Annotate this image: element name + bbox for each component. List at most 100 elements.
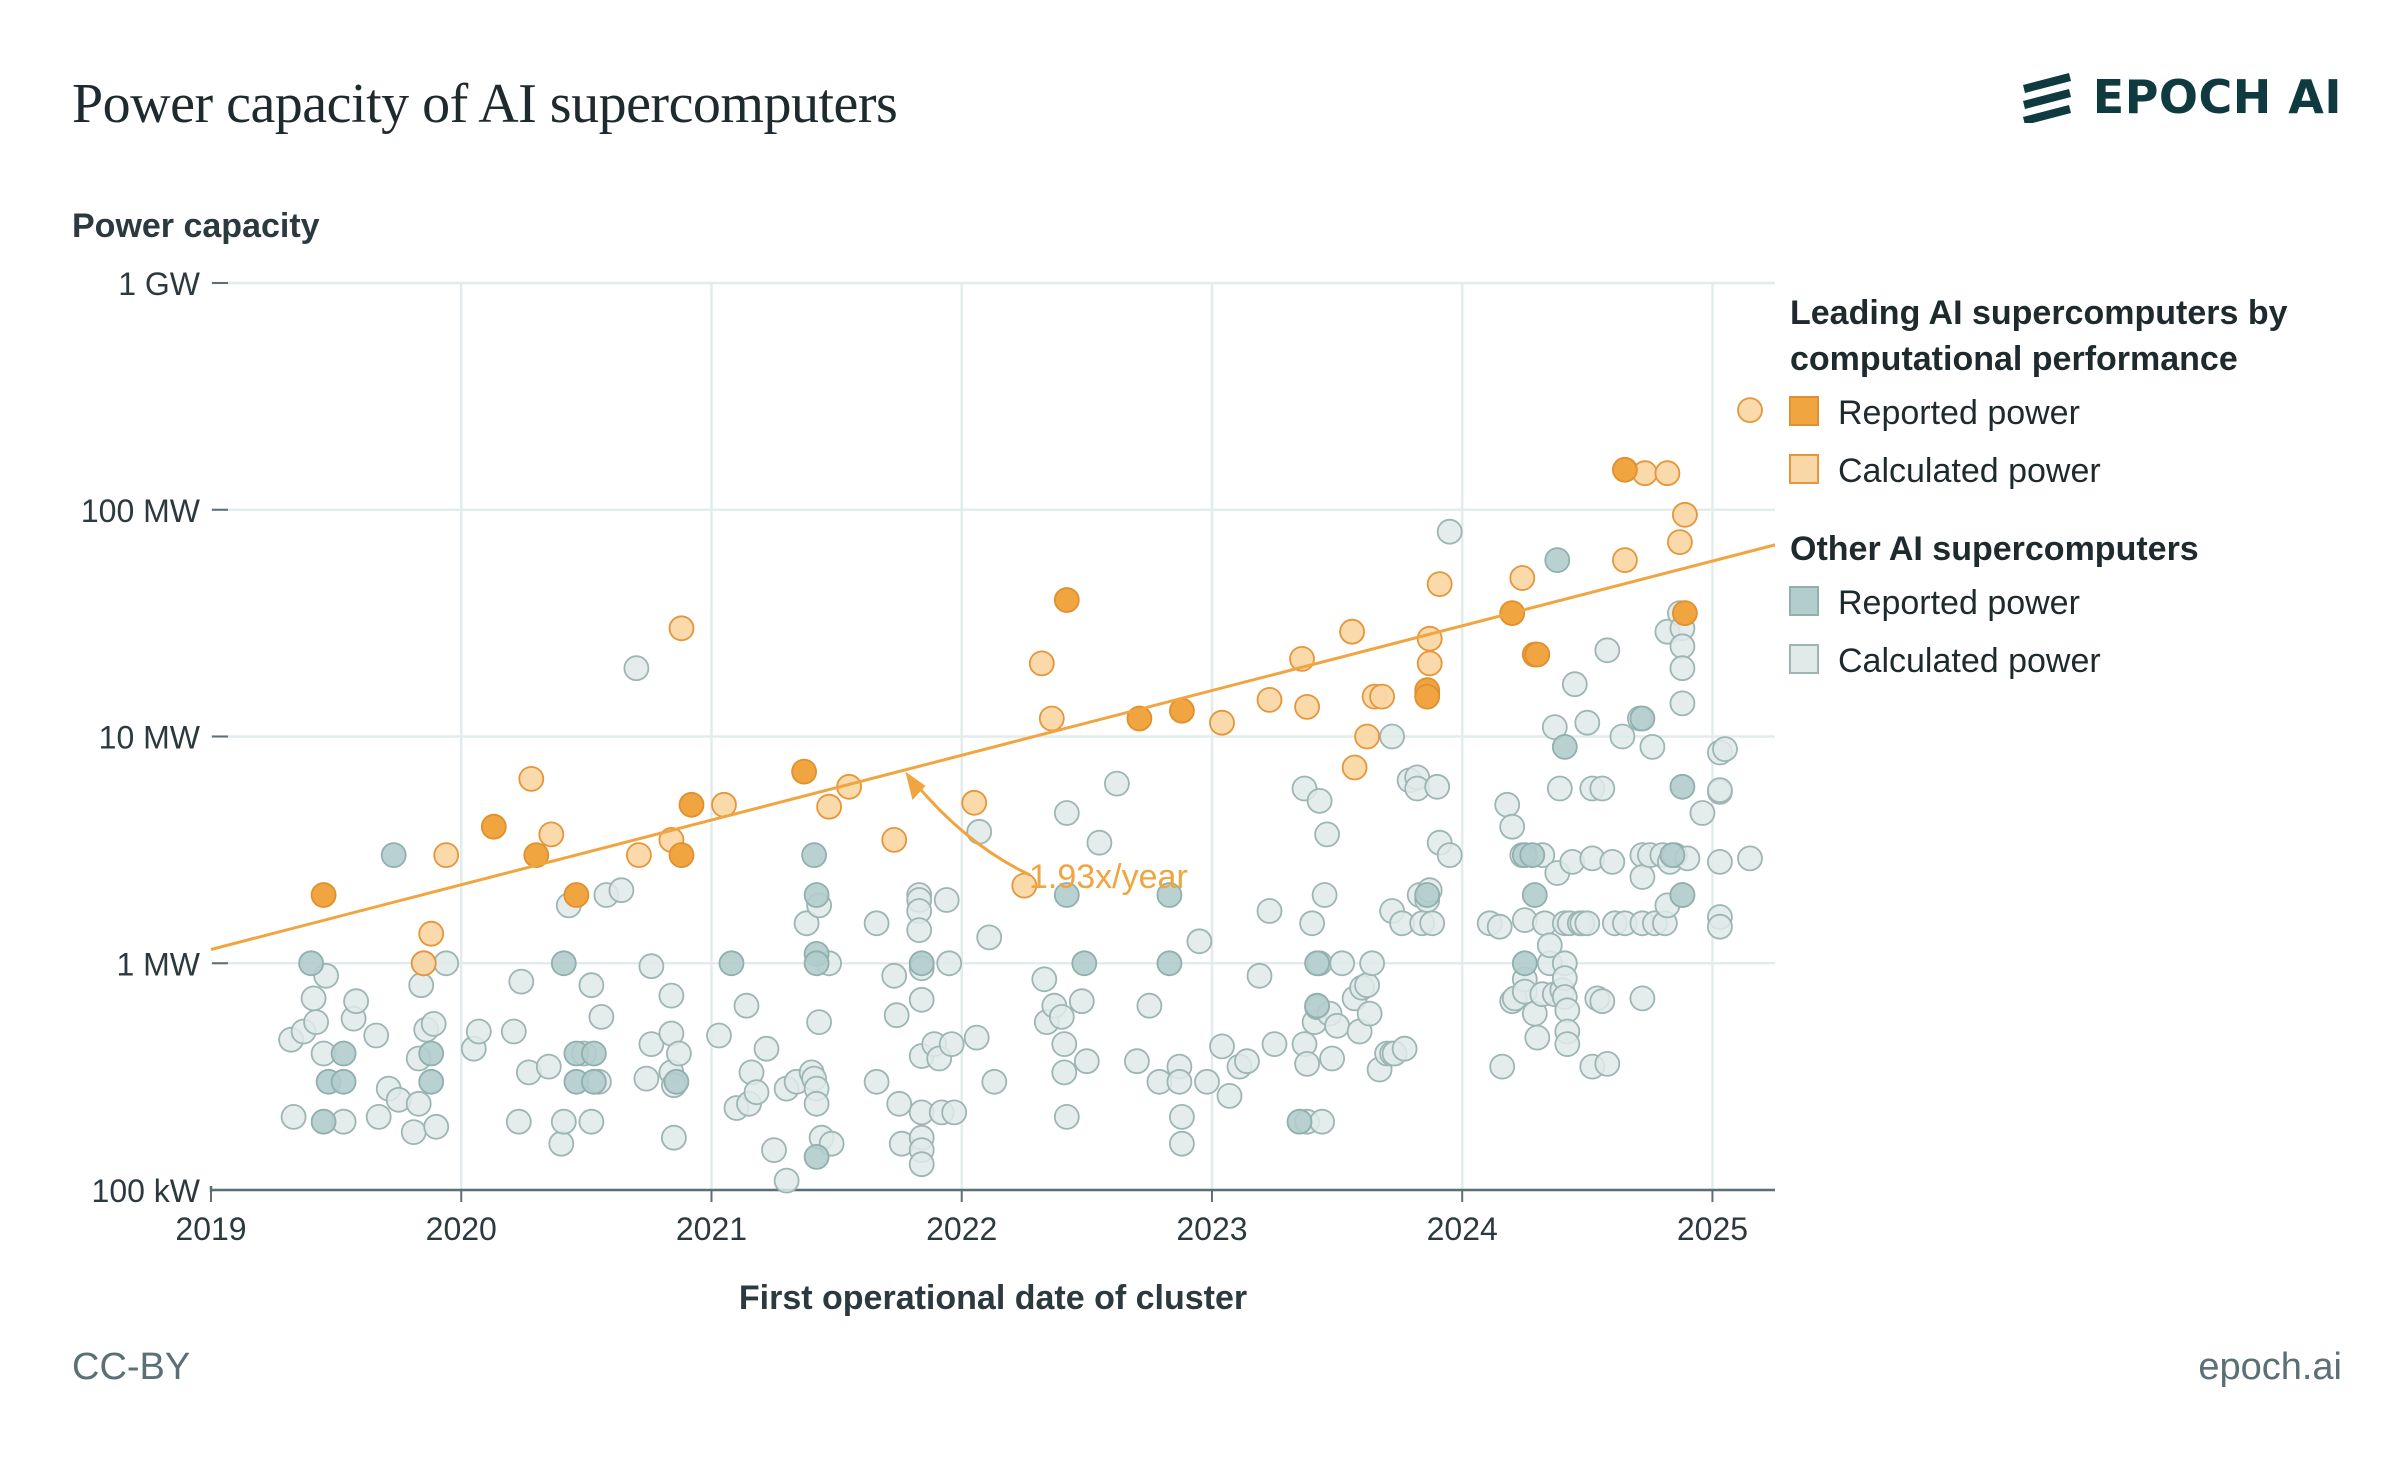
license-label[interactable]: CC-BY	[72, 1346, 191, 1388]
other-calculated-point	[1486, 913, 1513, 940]
site-link[interactable]: epoch.ai	[2198, 1346, 2342, 1388]
leading-calculated-point	[410, 950, 437, 977]
legend-item-label: Calculated power	[1838, 452, 2101, 490]
other-calculated-point	[1546, 775, 1573, 802]
other-calculated-point	[300, 985, 327, 1012]
other-reported-point	[550, 950, 577, 977]
other-reported-point	[581, 1040, 607, 1067]
other-calculated-point	[1629, 985, 1656, 1012]
other-calculated-point	[706, 1022, 732, 1049]
other-calculated-point	[1499, 813, 1526, 840]
other-calculated-point	[1574, 910, 1601, 937]
other-reported-point	[1511, 950, 1538, 977]
other-calculated-point	[908, 1151, 935, 1178]
other-calculated-point	[578, 972, 605, 999]
other-calculated-point	[1391, 1035, 1418, 1062]
other-calculated-point	[941, 1099, 968, 1126]
legend-group-title: computational performance	[1790, 340, 2238, 378]
other-calculated-point	[1311, 882, 1338, 908]
leading-reported-point	[678, 791, 705, 818]
other-calculated-point	[363, 1022, 390, 1049]
epoch-stripes-icon	[2022, 73, 2071, 123]
other-reported-point	[1414, 882, 1441, 908]
other-calculated-point	[666, 1040, 692, 1067]
other-calculated-point	[408, 972, 435, 999]
leading-reported-point	[1414, 683, 1441, 710]
other-reported-point	[718, 950, 745, 977]
other-calculated-point	[1136, 992, 1163, 1019]
data-points	[278, 397, 1763, 1194]
other-calculated-point	[1031, 966, 1058, 993]
other-calculated-point	[1589, 988, 1616, 1015]
other-calculated-point	[1068, 988, 1095, 1015]
legend-item-label: Reported power	[1838, 584, 2080, 622]
y-tick-label: 100 kW	[92, 1173, 201, 1209]
other-calculated-point	[1186, 928, 1213, 955]
brand-logo[interactable]: EPOCH AI	[2019, 70, 2342, 124]
other-calculated-point	[1707, 913, 1733, 940]
other-calculated-point	[1261, 1031, 1288, 1057]
other-calculated-point	[1299, 910, 1325, 937]
other-calculated-point	[1053, 800, 1080, 826]
other-calculated-point	[1669, 655, 1696, 682]
other-calculated-point	[420, 1011, 447, 1037]
other-calculated-point	[1689, 800, 1716, 826]
leading-calculated-point	[1672, 501, 1698, 528]
leading-calculated-point	[1354, 723, 1380, 750]
other-reported-point	[803, 882, 830, 908]
leading-calculated-point	[1426, 571, 1453, 597]
other-calculated-point	[343, 988, 370, 1015]
other-reported-point	[1286, 1108, 1313, 1135]
other-reported-point	[1551, 734, 1578, 760]
leading-calculated-point	[1667, 529, 1693, 555]
leading-calculated-point	[1509, 565, 1536, 591]
other-calculated-point	[1609, 723, 1636, 750]
other-reported-point	[1521, 882, 1548, 908]
leading-reported-point	[1612, 456, 1638, 483]
other-calculated-point	[906, 917, 933, 943]
legend: Leading AI supercomputers by computationa…	[1789, 294, 2288, 680]
other-calculated-point	[936, 950, 963, 977]
other-calculated-point	[1436, 518, 1463, 545]
other-calculated-point	[1669, 690, 1696, 717]
other-calculated-point	[863, 1068, 890, 1095]
other-calculated-point	[1246, 962, 1273, 989]
other-reported-point	[418, 1068, 445, 1095]
leading-calculated-point	[1369, 683, 1395, 710]
other-calculated-point	[1379, 723, 1405, 750]
other-reported-point	[663, 1068, 690, 1095]
other-calculated-point	[1309, 1108, 1335, 1135]
leading-calculated-point	[1737, 397, 1763, 424]
brand-name: EPOCH AI	[2092, 70, 2342, 124]
leading-calculated-point	[961, 789, 988, 816]
legend-swatch	[1789, 396, 1819, 426]
other-calculated-point	[1554, 1031, 1581, 1057]
leading-calculated-point	[881, 827, 908, 853]
other-calculated-point	[1329, 950, 1355, 977]
other-calculated-point	[1256, 898, 1283, 924]
other-reported-point	[803, 950, 830, 977]
other-calculated-point	[1639, 734, 1666, 760]
other-calculated-point	[1051, 1031, 1078, 1057]
other-calculated-point	[1051, 1059, 1078, 1086]
other-reported-point	[298, 950, 325, 977]
other-calculated-point	[1104, 770, 1130, 797]
other-calculated-point	[588, 1004, 615, 1030]
other-calculated-point	[365, 1104, 392, 1130]
other-calculated-point	[1574, 709, 1601, 736]
other-calculated-point	[793, 910, 820, 937]
other-calculated-point	[1166, 1068, 1193, 1095]
other-calculated-point	[1594, 637, 1621, 664]
other-calculated-point	[535, 1053, 562, 1080]
y-axis-label: Power capacity	[72, 207, 320, 245]
leading-calculated-point	[1654, 460, 1681, 487]
other-calculated-point	[508, 968, 535, 995]
other-calculated-point	[578, 1108, 605, 1135]
other-calculated-point	[863, 910, 890, 937]
other-reported-point	[1053, 882, 1080, 908]
other-reported-point	[1071, 950, 1098, 977]
x-axis-label: First operational date of cluster	[739, 1279, 1247, 1317]
leading-reported-point	[1053, 587, 1080, 613]
other-calculated-point	[1053, 1104, 1080, 1130]
other-calculated-point	[1599, 849, 1626, 875]
